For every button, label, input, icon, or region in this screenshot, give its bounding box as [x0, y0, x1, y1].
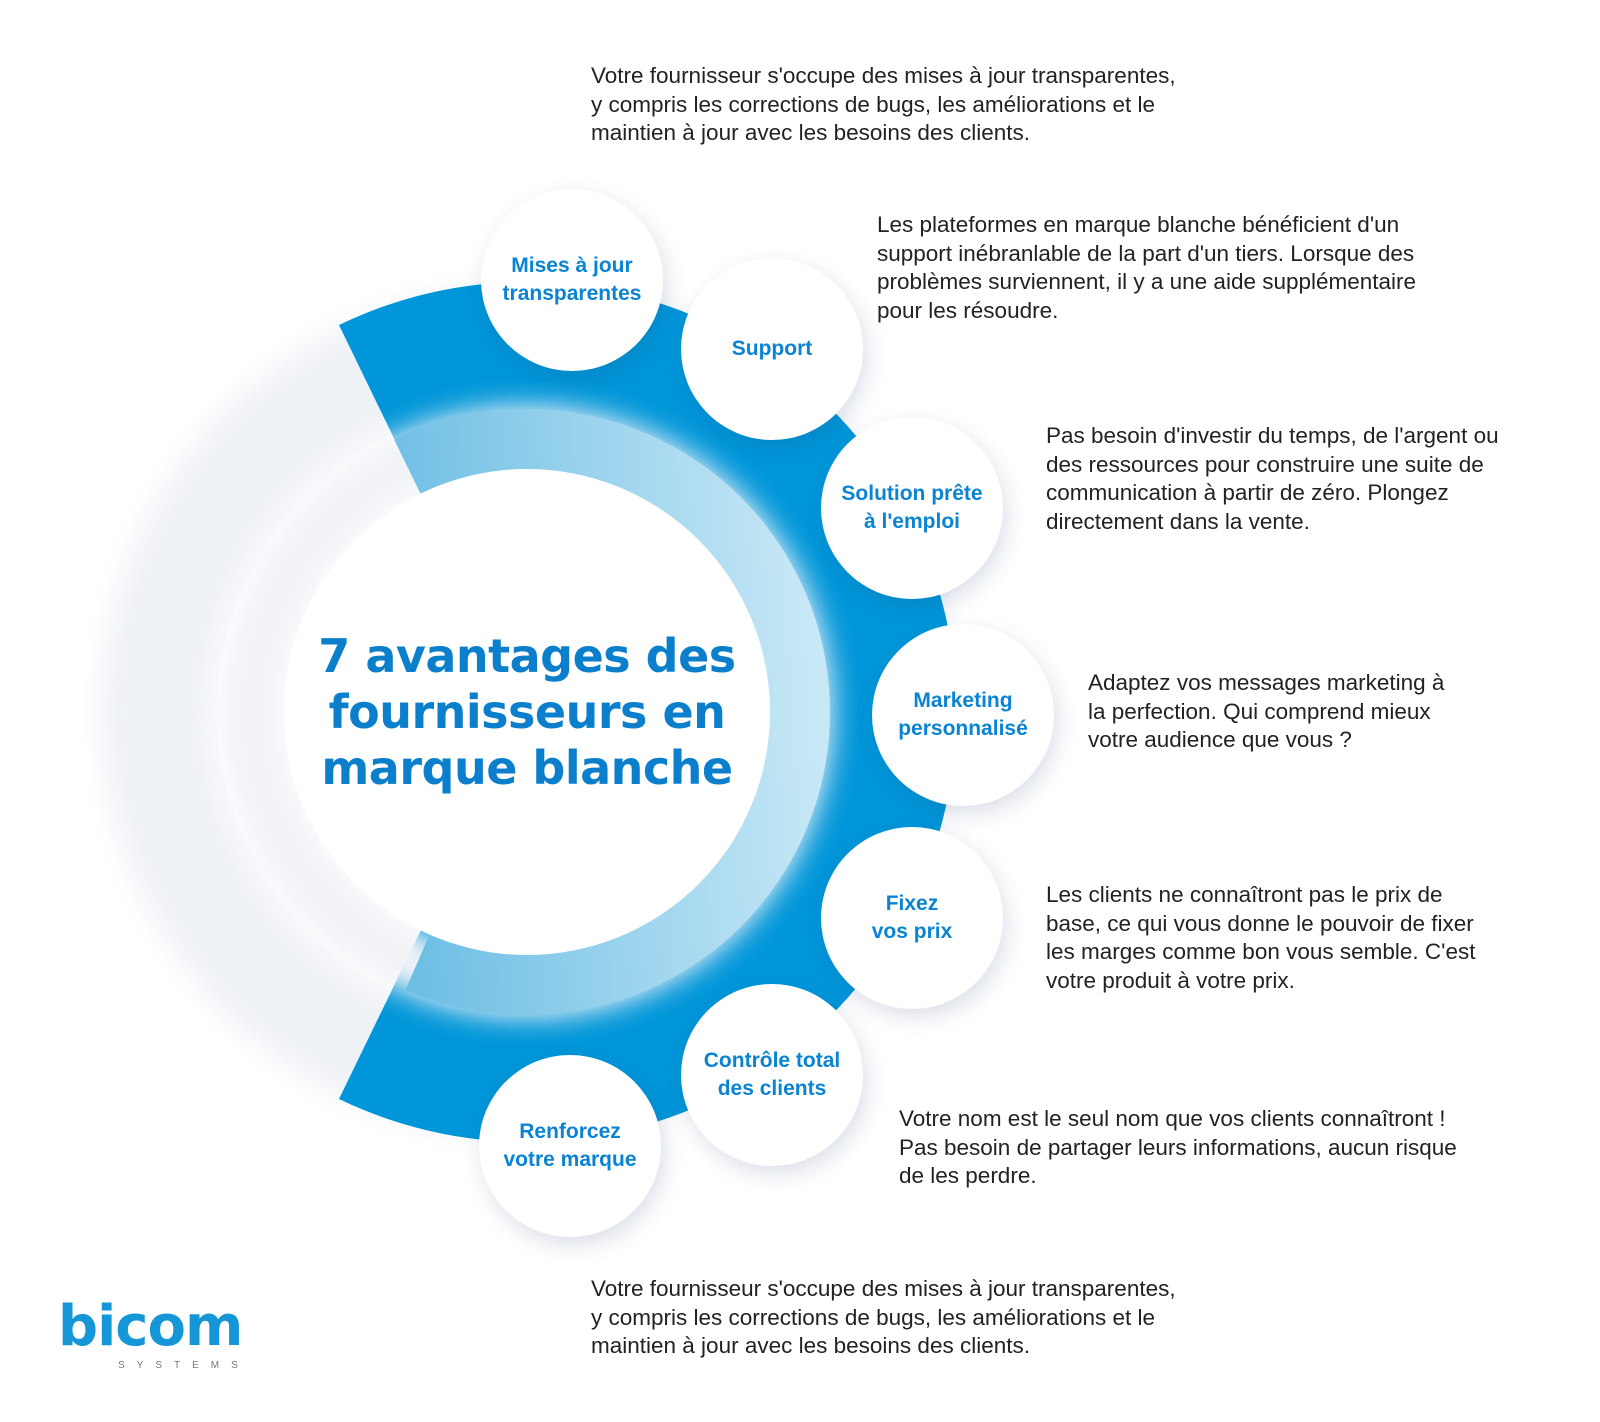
description-line: maintien à jour avec les besoins des cli…	[591, 120, 1030, 145]
description-line: votre audience que vous ?	[1088, 727, 1352, 752]
bicom-logo: bicom SYSTEMS	[58, 1296, 250, 1372]
center-circle	[284, 469, 770, 955]
bubble-label-line: Marketing	[913, 689, 1013, 712]
description-bottom: Votre fournisseur s'occupe des mises à j…	[591, 1275, 1176, 1361]
description-line: de les perdre.	[899, 1163, 1037, 1188]
description-line: votre produit à votre prix.	[1046, 967, 1295, 993]
bubble-support: Support	[681, 258, 863, 440]
bubble-mises-a-jour: Mises à jour transparentes	[481, 189, 663, 371]
gradient-ring	[224, 409, 830, 1015]
bubble-label-line: Fixez	[885, 892, 939, 915]
description-line: Les plateformes en marque blanche bénéfi…	[877, 212, 1400, 237]
description-line: Votre fournisseur s'occupe des mises à j…	[591, 63, 1176, 88]
bubble-label-line: personnalisé	[898, 717, 1028, 740]
description-line: problèmes surviennent, il y a une aide s…	[877, 269, 1417, 294]
description-line: la perfection. Qui comprend mieux	[1088, 698, 1431, 724]
bubble-label-line: transparentes	[502, 282, 642, 305]
bubble-label-line: Renforcez	[519, 1120, 621, 1143]
description-line: y compris les corrections de bugs, les a…	[591, 91, 1155, 117]
description-line: support inébranlable de la part d'un tie…	[877, 240, 1415, 266]
description-line: y compris les corrections de bugs, les a…	[591, 1304, 1155, 1330]
title-line: marque blanche	[321, 741, 733, 795]
description-line: Adaptez vos messages marketing à	[1088, 670, 1445, 695]
description-marketing: Adaptez vos messages marketing à la perfe…	[1088, 669, 1444, 755]
bubble-controle: Contrôle total des clients	[681, 984, 863, 1166]
bubble-label-line: votre marque	[503, 1148, 637, 1171]
title-line: fournisseurs en	[328, 685, 726, 739]
description-line: Votre nom est le seul nom que vos client…	[899, 1106, 1446, 1131]
bubble-label-line: Mises à jour	[511, 254, 633, 277]
logo-subtitle: SYSTEMS	[118, 1360, 250, 1371]
bubble-label-line: Support	[731, 337, 813, 360]
bubble-label-line: Contrôle total	[703, 1049, 841, 1072]
description-solution: Pas besoin d'investir du temps, de l'arg…	[1046, 422, 1499, 536]
bubble-label-line: à l'emploi	[863, 510, 960, 533]
title-line: 7 avantages des	[318, 629, 736, 683]
description-line: Votre fournisseur s'occupe des mises à j…	[591, 1276, 1176, 1301]
description-line: des ressources pour construire une suite…	[1046, 451, 1484, 477]
description-line: maintien à jour avec les besoins des cli…	[591, 1333, 1030, 1358]
page-title: 7 avantages des fournisseurs en marque b…	[267, 628, 787, 796]
description-top: Votre fournisseur s'occupe des mises à j…	[591, 62, 1176, 148]
description-line: Les clients ne connaîtront pas le prix d…	[1046, 882, 1443, 907]
description-line: Pas besoin d'investir du temps, de l'arg…	[1046, 423, 1499, 448]
description-line: les marges comme bon vous semble. C'est	[1046, 939, 1476, 964]
description-line: directement dans la vente.	[1046, 508, 1310, 534]
bubble-label-line: des clients	[717, 1077, 827, 1100]
blue-sector	[339, 282, 957, 1142]
description-controle: Votre nom est le seul nom que vos client…	[899, 1105, 1457, 1191]
description-line: Pas besoin de partager leurs information…	[899, 1134, 1457, 1160]
logo-word: bicom	[58, 1294, 243, 1359]
description-support: Les plateformes en marque blanche bénéfi…	[877, 211, 1416, 325]
bubble-solution: Solution prête à l'emploi	[821, 417, 1003, 599]
bubble-label-line: vos prix	[871, 920, 953, 943]
bubble-marketing: Marketing personnalisé	[872, 624, 1054, 806]
description-prix: Les clients ne connaîtront pas le prix d…	[1046, 881, 1475, 995]
description-line: pour les résoudre.	[877, 297, 1059, 323]
description-line: communication à partir de zéro. Plongez	[1046, 480, 1449, 505]
bubble-marque: Renforcez votre marque	[479, 1055, 661, 1237]
bubble-prix: Fixez vos prix	[821, 827, 1003, 1009]
bubble-label-line: Solution prête	[841, 482, 983, 505]
description-line: base, ce qui vous donne le pouvoir de fi…	[1046, 910, 1474, 936]
